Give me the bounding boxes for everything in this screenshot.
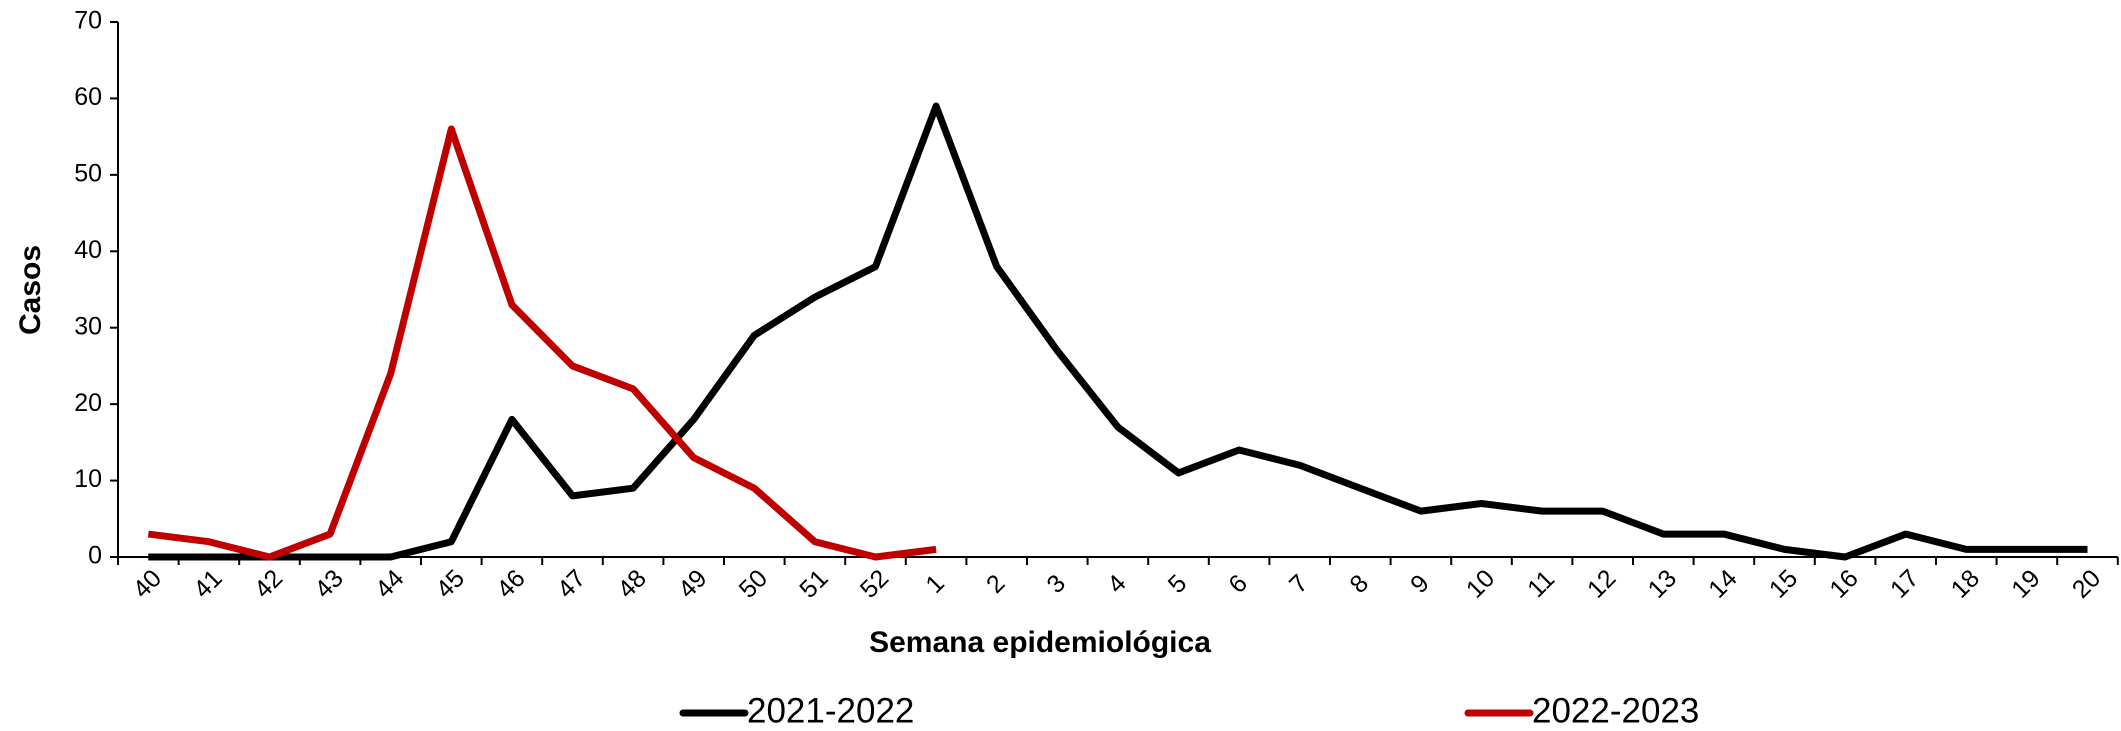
x-tick-label: 48: [612, 564, 651, 603]
y-tick-label: 0: [88, 542, 102, 570]
x-tick-label: 5: [1163, 569, 1193, 599]
x-tick-label: 10: [1461, 564, 1500, 603]
x-tick-label: 2: [981, 569, 1011, 599]
x-tick-label: 16: [1824, 564, 1863, 603]
x-tick-label: 49: [673, 564, 712, 603]
x-tick-label: 12: [1582, 564, 1621, 603]
x-tick-label: 3: [1042, 569, 1072, 599]
y-tick-label: 10: [74, 465, 102, 493]
y-axis-label: Casos: [14, 245, 47, 335]
x-tick-label: 45: [431, 564, 470, 603]
x-tick-label: 17: [1885, 564, 1924, 603]
x-tick-label: 46: [491, 564, 530, 603]
legend-label: 2022-2023: [1532, 691, 1699, 730]
x-tick-label: 13: [1643, 564, 1682, 603]
x-tick-label: 44: [370, 564, 410, 604]
y-tick-label: 20: [74, 389, 102, 417]
x-tick-label: 1: [920, 569, 950, 599]
x-tick-label: 52: [855, 564, 894, 603]
x-tick-label: 43: [309, 564, 348, 603]
y-tick-label: 70: [74, 7, 102, 35]
legend-label: 2021-2022: [747, 691, 914, 730]
x-tick-label: 41: [188, 564, 227, 603]
series-line: [148, 102, 2088, 561]
x-tick-label: 7: [1284, 569, 1314, 599]
y-tick-label: 50: [74, 159, 102, 187]
x-tick-label: 51: [794, 564, 833, 603]
x-tick-label: 15: [1764, 564, 1803, 603]
x-tick-label: 19: [2006, 564, 2045, 603]
x-tick-label: 9: [1405, 569, 1435, 599]
x-tick-label: 42: [249, 564, 288, 603]
x-tick-label: 6: [1223, 569, 1253, 599]
x-tick-label: 50: [734, 564, 773, 603]
x-tick-label: 4: [1102, 569, 1132, 599]
y-tick-label: 30: [74, 312, 102, 340]
y-tick-label: 60: [74, 83, 102, 111]
x-tick-label: 11: [1522, 565, 1560, 603]
x-tick-label: 47: [552, 564, 591, 603]
x-tick-label: 20: [2067, 564, 2106, 603]
x-tick-label: 8: [1345, 569, 1375, 599]
series-line: [147, 125, 937, 561]
y-tick-label: 40: [74, 236, 102, 264]
x-tick-label: 40: [128, 564, 167, 603]
x-tick-label: 18: [1946, 564, 1985, 603]
x-tick-label: 14: [1703, 564, 1743, 604]
x-axis-label: Semana epidemiológica: [869, 626, 1211, 659]
